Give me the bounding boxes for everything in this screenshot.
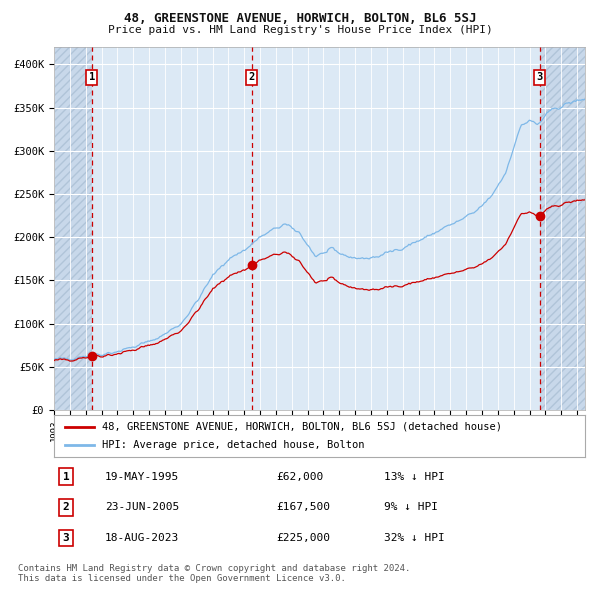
Text: £62,000: £62,000 [276, 472, 323, 481]
Bar [54, 47, 92, 410]
Text: 3: 3 [62, 533, 70, 543]
Text: 18-AUG-2023: 18-AUG-2023 [105, 533, 179, 543]
Text: 1: 1 [89, 73, 95, 83]
Text: 1: 1 [62, 472, 70, 481]
Text: 19-MAY-1995: 19-MAY-1995 [105, 472, 179, 481]
Bar [539, 47, 585, 410]
Text: 48, GREENSTONE AVENUE, HORWICH, BOLTON, BL6 5SJ (detached house): 48, GREENSTONE AVENUE, HORWICH, BOLTON, … [102, 422, 502, 432]
Text: 2: 2 [62, 503, 70, 512]
Text: Price paid vs. HM Land Registry's House Price Index (HPI): Price paid vs. HM Land Registry's House … [107, 25, 493, 35]
Text: 9% ↓ HPI: 9% ↓ HPI [384, 503, 438, 512]
Text: 48, GREENSTONE AVENUE, HORWICH, BOLTON, BL6 5SJ: 48, GREENSTONE AVENUE, HORWICH, BOLTON, … [124, 12, 476, 25]
Text: £167,500: £167,500 [276, 503, 330, 512]
Text: 3: 3 [536, 73, 542, 83]
Text: Contains HM Land Registry data © Crown copyright and database right 2024.
This d: Contains HM Land Registry data © Crown c… [18, 563, 410, 583]
Text: HPI: Average price, detached house, Bolton: HPI: Average price, detached house, Bolt… [102, 440, 364, 450]
Bar [92, 47, 539, 410]
Text: 23-JUN-2005: 23-JUN-2005 [105, 503, 179, 512]
Text: £225,000: £225,000 [276, 533, 330, 543]
Text: 32% ↓ HPI: 32% ↓ HPI [384, 533, 445, 543]
Text: 2: 2 [248, 73, 255, 83]
Text: 13% ↓ HPI: 13% ↓ HPI [384, 472, 445, 481]
